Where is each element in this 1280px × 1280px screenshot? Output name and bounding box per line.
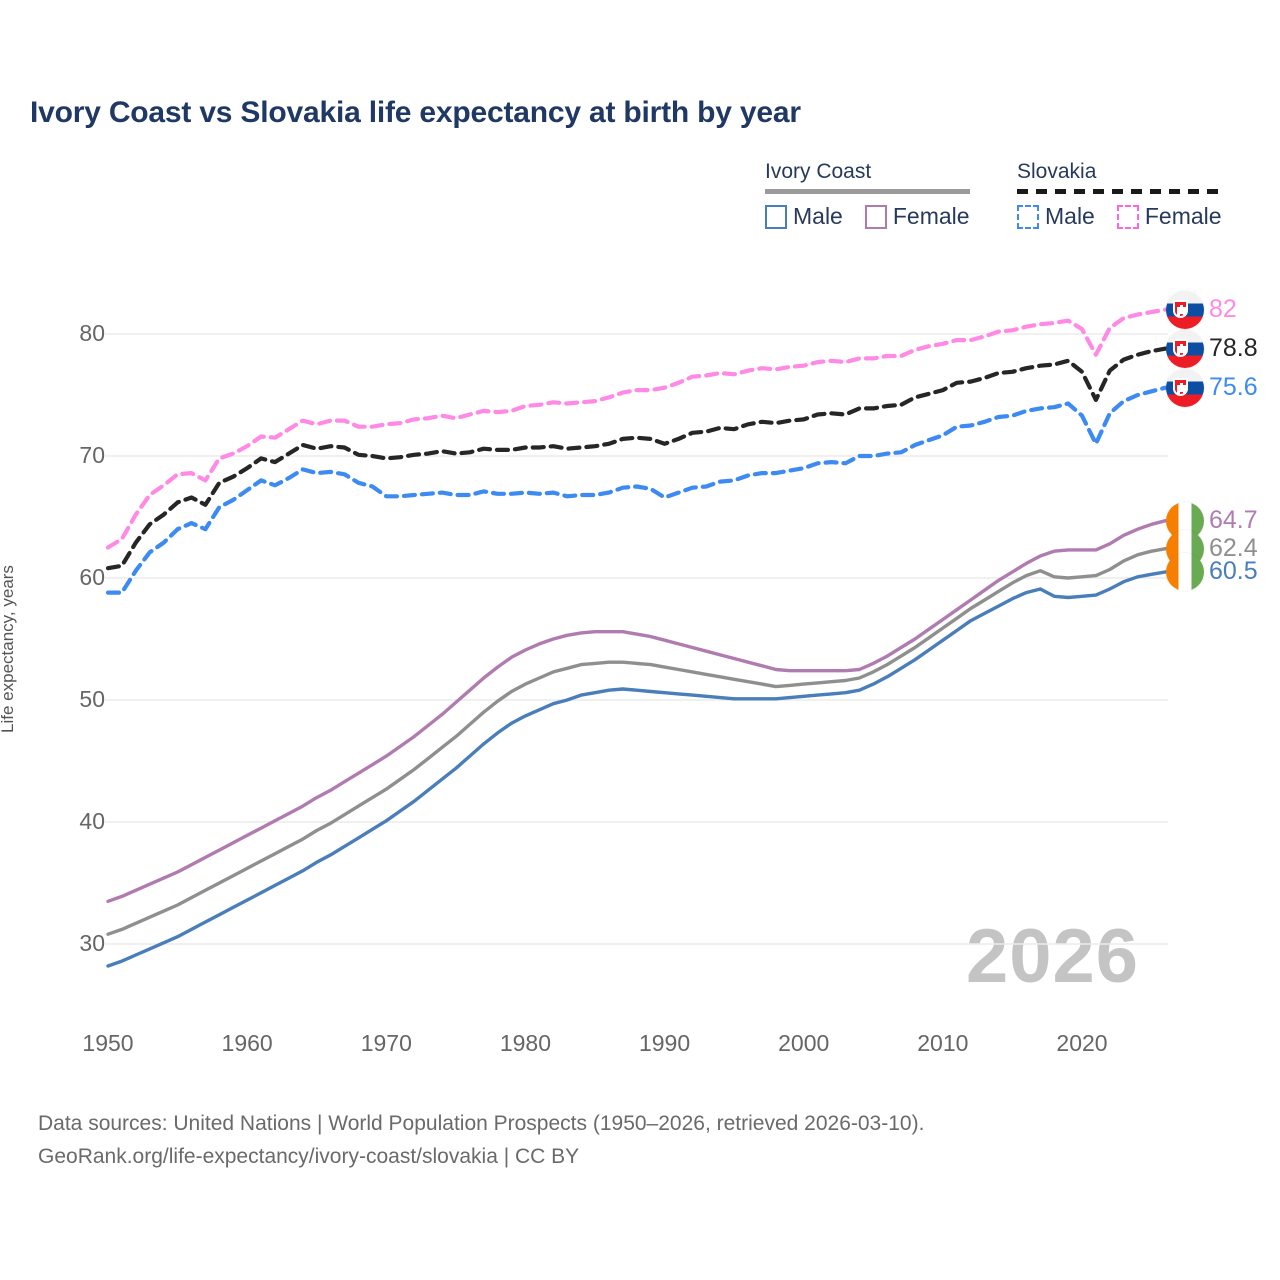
series-line-ivory-coast-male bbox=[106, 570, 1168, 968]
legend-group-ivory-coast: Ivory Coast Male Female bbox=[765, 160, 970, 230]
end-label-slovakia-male: 75.6 bbox=[1166, 368, 1258, 407]
y-axis-tick-40: 40 bbox=[79, 808, 105, 834]
x-axis-tick-1980: 1980 bbox=[499, 1030, 552, 1056]
footer-line-2: GeoRank.org/life-expectancy/ivory-coast/… bbox=[38, 1144, 580, 1168]
footer-attribution: Data sources: United Nations | World Pop… bbox=[38, 1108, 924, 1173]
legend-item-slovakia-male[interactable]: Male bbox=[1017, 203, 1095, 230]
end-value-slovakia-male: 75.6 bbox=[1209, 373, 1258, 402]
x-axis-tick-1970: 1970 bbox=[360, 1030, 412, 1056]
legend-country-label-slovakia: Slovakia bbox=[1017, 160, 1097, 183]
page-title: Ivory Coast vs Slovakia life expectancy … bbox=[30, 96, 801, 129]
slovakia-shield-icon bbox=[1173, 338, 1188, 357]
legend-item-ivory-coast-female[interactable]: Female bbox=[864, 203, 970, 230]
end-value-ivory-coast-total: 62.4 bbox=[1209, 534, 1258, 563]
y-axis-tick-80: 80 bbox=[79, 320, 105, 346]
end-label-slovakia-female: 82 bbox=[1166, 290, 1237, 329]
end-value-ivory-coast-male: 60.5 bbox=[1209, 557, 1258, 586]
year-watermark: 2026 bbox=[966, 914, 1140, 999]
legend-country-label-ivory-coast: Ivory Coast bbox=[765, 160, 872, 183]
slovakia-shield-icon bbox=[1173, 377, 1188, 396]
x-axis-tick-2010: 2010 bbox=[917, 1030, 969, 1056]
series-line-slovakia-female bbox=[105, 307, 1168, 550]
x-axis-tick-2020: 2020 bbox=[1056, 1030, 1108, 1056]
ivory-coast-flag-icon bbox=[1166, 552, 1204, 591]
legend-swatch-icon-slovakia-male bbox=[1017, 204, 1039, 229]
series-line-slovakia-total bbox=[105, 346, 1168, 571]
slovakia-flag-icon bbox=[1166, 329, 1204, 368]
legend-label-slovakia-female: Female bbox=[1144, 203, 1222, 229]
slovakia-flag-icon bbox=[1166, 368, 1204, 407]
x-axis-tick-2000: 2000 bbox=[778, 1030, 830, 1056]
legend-label-slovakia-male: Male bbox=[1045, 203, 1095, 229]
legend-item-ivory-coast-male[interactable]: Male bbox=[765, 203, 843, 230]
legend-swatch-icon-slovakia-female bbox=[1116, 204, 1139, 229]
legend-rule-slovakia bbox=[1017, 189, 1222, 194]
legend-label-ivory-coast-male: Male bbox=[793, 203, 843, 229]
end-value-slovakia-total: 78.8 bbox=[1209, 334, 1258, 363]
footer-line-1: Data sources: United Nations | World Pop… bbox=[38, 1112, 925, 1135]
series-line-ivory-coast-total bbox=[106, 547, 1168, 936]
legend-swatch-icon-ivory-coast-male bbox=[765, 204, 787, 229]
chart-legend: Ivory Coast Male Female Slovakia bbox=[755, 160, 1255, 240]
legend-swatch-icon-ivory-coast-female bbox=[864, 204, 887, 229]
end-label-ivory-coast-male: 60.5 bbox=[1166, 552, 1258, 591]
x-axis-tick-1950: 1950 bbox=[82, 1030, 134, 1056]
end-value-ivory-coast-female: 64.7 bbox=[1209, 506, 1258, 535]
legend-label-ivory-coast-female: Female bbox=[892, 203, 970, 229]
end-label-slovakia-total: 78.8 bbox=[1166, 329, 1258, 368]
y-axis-tick-70: 70 bbox=[79, 442, 105, 468]
y-axis-tick-50: 50 bbox=[79, 686, 105, 712]
y-axis-label: Life expectancy, years bbox=[0, 565, 17, 733]
series-line-ivory-coast-female bbox=[106, 519, 1168, 903]
y-axis-tick-30: 30 bbox=[79, 930, 105, 956]
slovakia-flag-icon bbox=[1166, 290, 1204, 329]
legend-group-slovakia: Slovakia Male Female bbox=[1017, 160, 1222, 230]
series-line-slovakia-male bbox=[105, 385, 1168, 595]
end-value-slovakia-female: 82 bbox=[1209, 295, 1237, 324]
x-axis-tick-1960: 1960 bbox=[221, 1030, 273, 1056]
legend-rule-ivory-coast bbox=[765, 189, 970, 194]
legend-item-slovakia-female[interactable]: Female bbox=[1116, 203, 1222, 230]
slovakia-shield-icon bbox=[1173, 299, 1188, 318]
x-axis-tick-1990: 1990 bbox=[638, 1030, 691, 1056]
y-axis-tick-60: 60 bbox=[79, 564, 105, 590]
